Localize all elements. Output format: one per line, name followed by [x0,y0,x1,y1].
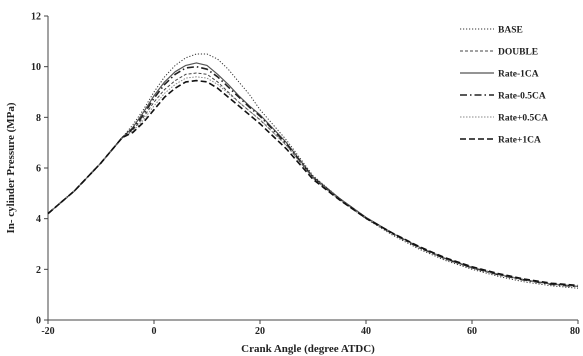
legend-label: Rate+0.5CA [498,114,548,124]
x-tick-label: 80 [570,326,580,337]
series-layer [47,53,579,289]
x-tick-label: 20 [255,326,265,337]
legend-label: BASE [498,26,523,36]
y-tick-label: 10 [31,62,41,73]
series-line [47,76,579,287]
y-tick-label: 4 [36,214,41,225]
legend-label: DOUBLE [498,48,538,58]
y-tick-label: 2 [36,265,41,276]
legend-label: Rate-1CA [498,70,539,80]
y-tick-label: 8 [36,113,41,124]
series-line [47,72,579,288]
series-line [47,79,579,287]
legend: BASE DOUBLE Rate-1CA Rate-0.5CA Rate+0.5CA Ra… [460,26,548,146]
x-tick-label: 60 [467,326,477,337]
legend-label: Rate-0.5CA [498,92,546,102]
y-axis-title: In- cylinder Pressure (MPa) [5,102,17,233]
x-tick-label: 0 [152,326,157,337]
y-tick-label: 0 [36,316,41,327]
y-tick-label: 6 [36,164,41,175]
y-tick-label: 12 [31,12,41,23]
series-line [47,53,579,289]
x-tick-label: 40 [361,326,371,337]
legend-label: Rate+1CA [498,136,541,146]
x-tick-label: -20 [41,326,54,337]
x-axis-title: Crank Angle (degree ATDC) [241,343,375,355]
